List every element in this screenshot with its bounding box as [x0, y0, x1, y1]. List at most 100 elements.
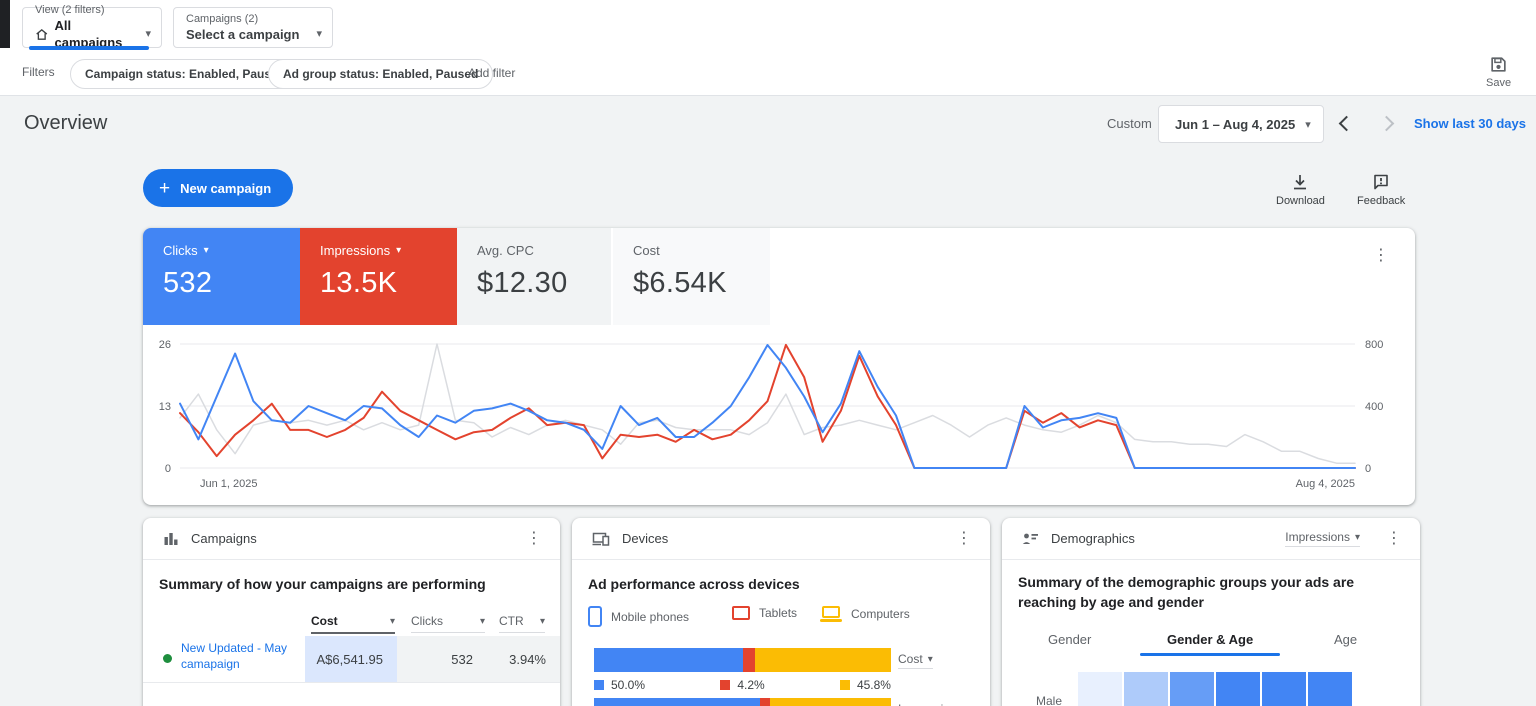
- device-bar-segment: [755, 648, 891, 672]
- heatmap-cell: [1170, 672, 1214, 706]
- campaign-clicks-cell: 532: [397, 636, 487, 682]
- column-header-clicks[interactable]: Clicks ▾: [411, 614, 485, 633]
- scorecard-value: 532: [163, 267, 300, 300]
- add-filter-button[interactable]: Add filter: [468, 66, 515, 80]
- pct-computer: 45.8%: [840, 678, 891, 692]
- tab-gender-and-age[interactable]: Gender & Age: [1167, 632, 1253, 647]
- campaign-selector-value: Select a campaign: [186, 26, 299, 43]
- devices-card-menu-icon[interactable]: ⋮: [956, 531, 972, 547]
- legend-swatch: [720, 680, 730, 690]
- pct-tablet: 4.2%: [720, 678, 764, 692]
- demographics-card-subtitle: Summary of the demographic groups your a…: [1018, 572, 1408, 612]
- campaign-selector[interactable]: Campaigns (2) Select a campaign ▾: [173, 7, 333, 48]
- legend-mobile-phones: Mobile phones: [588, 606, 689, 627]
- filter-chip-text: Campaign status: Enabled, Paused: [85, 67, 285, 81]
- campaigns-card-title: Campaigns: [191, 531, 257, 546]
- save-button[interactable]: Save: [1486, 55, 1511, 89]
- demographics-card-title: Demographics: [1051, 531, 1135, 546]
- scorecard-value: 13.5K: [320, 267, 457, 300]
- metric-label: Impressions: [1285, 530, 1350, 544]
- campaign-name-link[interactable]: New Updated - May camapaign: [181, 640, 296, 672]
- chevron-down-icon: ▾: [390, 616, 395, 627]
- save-icon: [1489, 55, 1508, 74]
- device-bar-segment: [743, 648, 755, 672]
- chevron-down-icon: ▾: [1355, 532, 1360, 543]
- gender-age-heatmap-male-row: [1078, 672, 1352, 706]
- chevron-down-icon: ▾: [145, 26, 151, 43]
- date-range-type-label: Custom: [1107, 116, 1152, 131]
- date-range-value: Jun 1 – Aug 4, 2025: [1175, 117, 1295, 132]
- legend-label: Mobile phones: [611, 610, 689, 624]
- campaign-ctr-value: 3.94%: [509, 652, 546, 667]
- legend-swatch: [840, 680, 850, 690]
- filter-chip-ad-group-status[interactable]: Ad group status: Enabled, Paused: [268, 59, 493, 89]
- filter-chip-campaign-status[interactable]: Campaign status: Enabled, Paused: [70, 59, 300, 89]
- filter-chip-text: Ad group status: Enabled, Paused: [283, 67, 478, 81]
- chart-card-menu-icon[interactable]: ⋮: [1373, 248, 1389, 264]
- column-label: Clicks: [411, 614, 443, 628]
- heatmap-cell: [1124, 672, 1168, 706]
- feedback-button[interactable]: Feedback: [1357, 173, 1405, 207]
- scorecard-value: $12.30: [477, 267, 611, 300]
- devices-card-subtitle: Ad performance across devices: [588, 574, 968, 594]
- scorecard-avg-cpc[interactable]: Avg. CPC $12.30: [457, 228, 613, 325]
- feedback-label: Feedback: [1357, 195, 1405, 207]
- pct-mobile: 50.0%: [594, 678, 645, 692]
- devices-icon: [592, 531, 610, 547]
- download-button[interactable]: Download: [1276, 173, 1325, 207]
- bar-metric-selector-cost[interactable]: Cost ▾: [898, 652, 933, 669]
- device-bar-segment: [594, 648, 743, 672]
- svg-text:Jun 1, 2025: Jun 1, 2025: [200, 478, 258, 490]
- view-selector-active-underline: [29, 46, 149, 50]
- active-tab-underline: [1140, 653, 1280, 656]
- chevron-down-icon: ▾: [480, 616, 485, 627]
- scorecard-cost[interactable]: Cost $6.54K: [613, 228, 770, 325]
- tab-gender[interactable]: Gender: [1048, 632, 1091, 647]
- campaigns-card-menu-icon[interactable]: ⋮: [526, 531, 542, 547]
- bar-metric-selector-impressions[interactable]: Impressions ▾: [898, 702, 973, 706]
- new-campaign-button[interactable]: + New campaign: [143, 169, 293, 207]
- table-row-separator: [143, 682, 560, 683]
- tab-age[interactable]: Age: [1334, 632, 1357, 647]
- column-header-ctr[interactable]: CTR ▾: [499, 614, 545, 633]
- column-label: CTR: [499, 614, 524, 628]
- view-selector[interactable]: View (2 filters) All campaigns ▾: [22, 7, 162, 48]
- heatmap-cell: [1262, 672, 1306, 706]
- download-icon: [1290, 173, 1310, 192]
- heatmap-cell: [1078, 672, 1122, 706]
- plus-icon: +: [159, 179, 170, 198]
- column-label: Cost: [311, 614, 338, 628]
- tablet-icon: [732, 606, 750, 620]
- campaigns-card: Campaigns ⋮ Summary of how your campaign…: [143, 518, 560, 706]
- legend-computers: Computers: [820, 606, 910, 622]
- home-icon: [35, 28, 49, 41]
- page-title: Overview: [24, 112, 107, 135]
- campaign-selector-label: Campaigns (2): [186, 12, 322, 26]
- device-bar-segment: [594, 698, 760, 706]
- column-header-cost[interactable]: Cost ▾: [311, 614, 395, 634]
- svg-text:13: 13: [159, 401, 171, 413]
- view-selector-label: View (2 filters): [35, 3, 151, 17]
- devices-cost-bar: [594, 648, 891, 672]
- demographics-metric-selector[interactable]: Impressions ▾: [1285, 530, 1360, 547]
- demographics-card: Demographics Impressions ▾ ⋮ Summary of …: [1002, 518, 1420, 706]
- scorecard-clicks[interactable]: Clicks ▾ 532: [143, 228, 300, 325]
- chevron-down-icon: ▾: [540, 616, 545, 627]
- overview-performance-chart: 013260400800Jun 1, 2025Aug 4, 2025: [143, 328, 1415, 498]
- filters-label: Filters: [22, 65, 55, 79]
- devices-card: Devices ⋮ Ad performance across devices …: [572, 518, 990, 706]
- legend-label: Tablets: [759, 606, 797, 620]
- device-bar-segment: [760, 698, 770, 706]
- chevron-down-icon: ▾: [1305, 118, 1311, 131]
- legend-swatch: [594, 680, 604, 690]
- svg-text:26: 26: [159, 339, 171, 351]
- scorecard-label: Cost: [633, 243, 660, 258]
- show-last-30-days-link[interactable]: Show last 30 days: [1414, 116, 1526, 131]
- header-divider: [0, 95, 1536, 96]
- scorecard-impressions[interactable]: Impressions ▾ 13.5K: [300, 228, 457, 325]
- campaign-cost-value: A$6,541.95: [316, 652, 383, 667]
- date-range-selector[interactable]: Jun 1 – Aug 4, 2025 ▾: [1158, 105, 1324, 143]
- chevron-down-icon: ▾: [396, 245, 401, 256]
- demographics-card-menu-icon[interactable]: ⋮: [1386, 531, 1402, 547]
- pct-value: 50.0%: [611, 678, 645, 692]
